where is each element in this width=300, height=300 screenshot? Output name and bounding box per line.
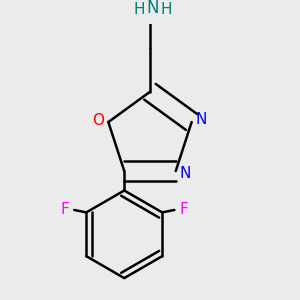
Text: N: N [180, 166, 191, 181]
Text: N: N [196, 112, 207, 127]
Text: N: N [146, 0, 159, 17]
Text: F: F [61, 202, 69, 217]
Text: F: F [179, 202, 188, 217]
Text: O: O [93, 113, 105, 128]
Text: H: H [160, 2, 172, 16]
Text: H: H [133, 2, 145, 16]
